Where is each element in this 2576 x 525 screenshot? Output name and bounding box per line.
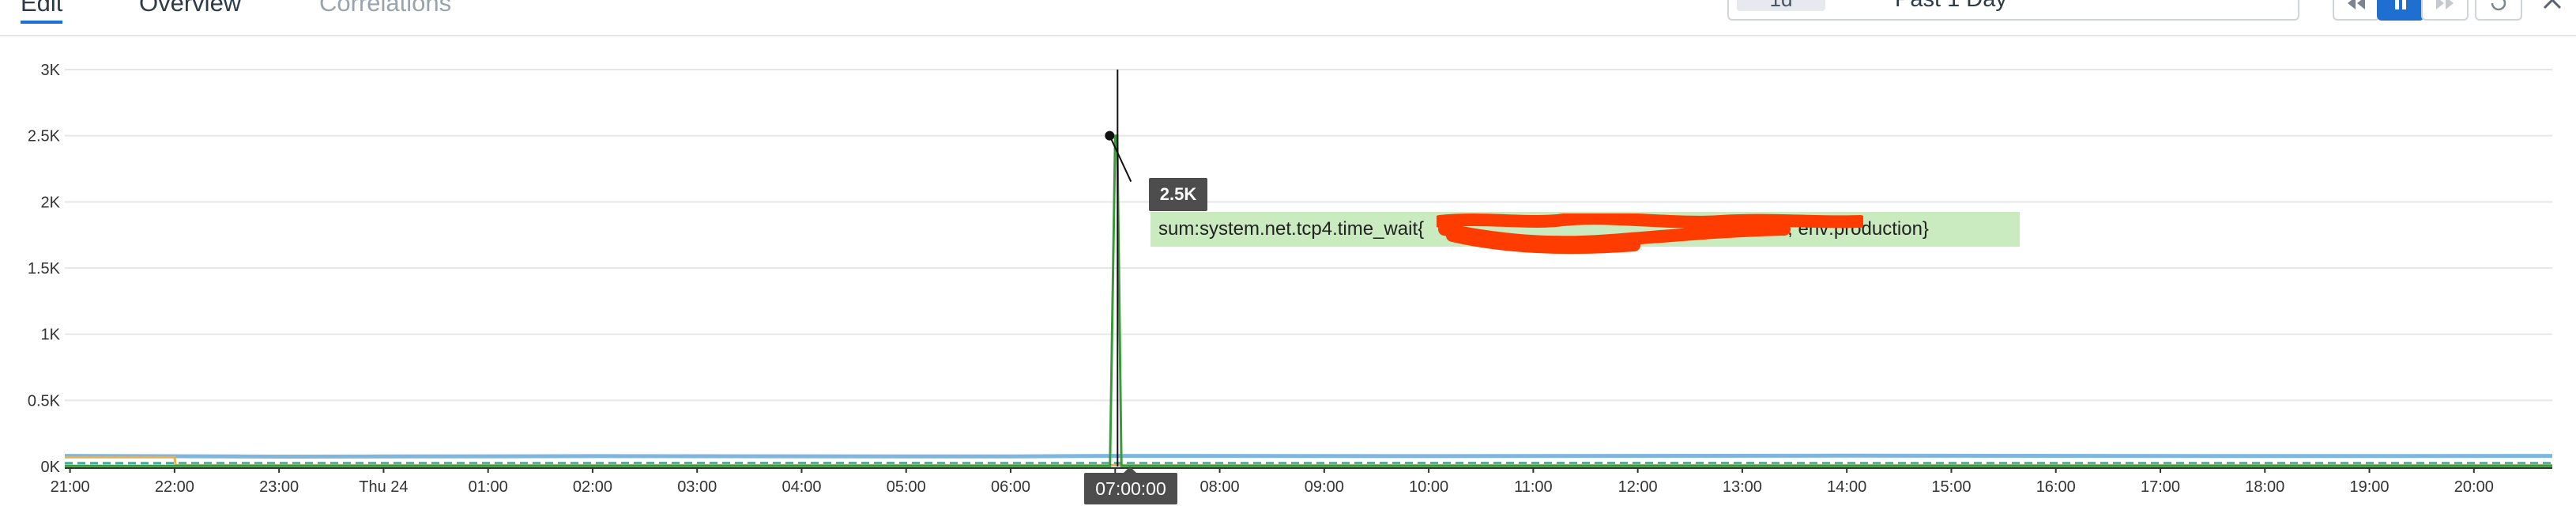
top-bar: Edit Overview Correlations 1d Past 1 Day (0, 0, 2576, 36)
hover-leader (1109, 135, 1132, 183)
series-name-prefix: sum:system.net.tcp4.time_wait{ (1158, 218, 1425, 240)
time-range-badge: 1d (1737, 0, 1825, 11)
x-tick-label: 21:00 (51, 478, 90, 496)
chart-grid (65, 69, 2552, 467)
x-tick-label: 04:00 (781, 478, 821, 496)
y-tick-label: 2K (41, 194, 61, 211)
hover-point (1105, 130, 1115, 141)
x-tick-label: 13:00 (1723, 478, 1762, 496)
x-tick-label: 15:00 (1931, 478, 1971, 496)
x-tick-label: 11:00 (1514, 478, 1553, 496)
rewind-button[interactable] (2333, 0, 2380, 21)
x-cursor-time: 07:00:00 (1084, 466, 1177, 504)
y-axis: 0K 0.5K 1K 1.5K 2K 2.5K 3K (28, 62, 61, 476)
x-tick-label: 01:00 (469, 478, 508, 496)
x-tick-label: 17:00 (2141, 478, 2180, 496)
fast-forward-button[interactable] (2421, 0, 2469, 21)
hover-marker (1105, 70, 1132, 466)
close-icon (2543, 0, 2562, 9)
x-tick-label: 09:00 (1305, 478, 1344, 496)
x-tick-label: 06:00 (991, 478, 1030, 496)
chart-series (64, 134, 2553, 467)
redaction-scribble (1437, 213, 1863, 255)
timeseries-chart[interactable]: 0K 0.5K 1K 1.5K 2K 2.5K 3K 21:00 22:00 23:00 Thu … (0, 40, 2576, 506)
pause-button[interactable] (2377, 0, 2424, 21)
tab-correlations[interactable]: Correlations (319, 0, 452, 17)
x-tick-label: 19:00 (2349, 478, 2389, 496)
refresh-button[interactable] (2475, 0, 2522, 21)
close-button[interactable] (2536, 0, 2568, 16)
x-tick-label: 08:00 (1200, 478, 1240, 496)
x-tick-label: 10:00 (1409, 478, 1448, 496)
x-tick-label: 03:00 (677, 478, 717, 496)
y-tick-label: 1.5K (28, 260, 61, 278)
series-line (65, 455, 2552, 466)
x-tick-label: 20:00 (2454, 478, 2494, 496)
pause-icon (2395, 0, 2406, 9)
x-tick-label: 05:00 (887, 478, 926, 496)
x-tick-label: 22:00 (155, 478, 194, 496)
x-tick-label: 16:00 (2036, 478, 2076, 496)
x-tick-label: 23:00 (259, 478, 299, 496)
x-tick-label: 02:00 (573, 478, 612, 496)
y-tick-label: 1K (41, 327, 61, 344)
refresh-icon (2491, 0, 2506, 11)
time-range-label: Past 1 Day (1895, 0, 2007, 13)
time-range-select[interactable]: 1d Past 1 Day (1727, 0, 2299, 21)
y-tick-label: 0K (41, 459, 61, 476)
tab-overview[interactable]: Overview (139, 0, 242, 17)
y-tick-label: 3K (41, 62, 61, 79)
series-line (64, 453, 2553, 459)
x-tick-label: 18:00 (2245, 478, 2284, 496)
y-tick-label: 0.5K (28, 392, 61, 410)
tab-edit[interactable]: Edit (21, 0, 63, 24)
y-tick-label: 2.5K (28, 128, 61, 145)
x-tick-label: 14:00 (1827, 478, 1866, 496)
series-line (65, 134, 2552, 467)
hover-value-label: 2.5K (1149, 178, 1207, 211)
rewind-icon (2348, 0, 2365, 9)
x-tick-label: 12:00 (1618, 478, 1658, 496)
x-axis: 21:00 22:00 23:00 Thu 24 01:00 02:00 03:00 04:0… (51, 467, 2552, 496)
x-tick-label: Thu 24 (359, 478, 408, 496)
fast-forward-icon (2436, 0, 2454, 9)
